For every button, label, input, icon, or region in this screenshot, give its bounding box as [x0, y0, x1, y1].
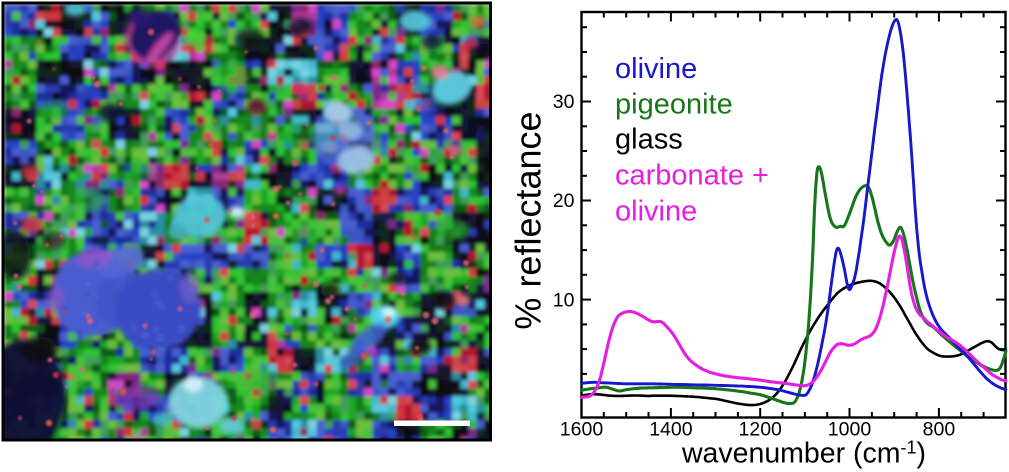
- svg-text:% reflectance: % reflectance: [508, 111, 549, 329]
- svg-text:olivine: olivine: [615, 196, 697, 228]
- svg-text:1200: 1200: [739, 419, 783, 441]
- svg-text:800: 800: [923, 419, 956, 441]
- svg-text:1600: 1600: [560, 419, 604, 441]
- svg-text:30: 30: [553, 91, 575, 113]
- svg-text:olivine: olivine: [615, 53, 697, 85]
- svg-text:pigeonite: pigeonite: [615, 88, 733, 120]
- svg-text:carbonate +: carbonate +: [615, 160, 769, 192]
- svg-text:glass: glass: [615, 124, 683, 156]
- svg-text:1000: 1000: [828, 419, 872, 441]
- svg-text:10: 10: [553, 289, 575, 311]
- svg-text:1400: 1400: [649, 419, 693, 441]
- svg-text:wavenumber (cm-1): wavenumber (cm-1): [681, 438, 926, 470]
- svg-text:20: 20: [553, 190, 575, 212]
